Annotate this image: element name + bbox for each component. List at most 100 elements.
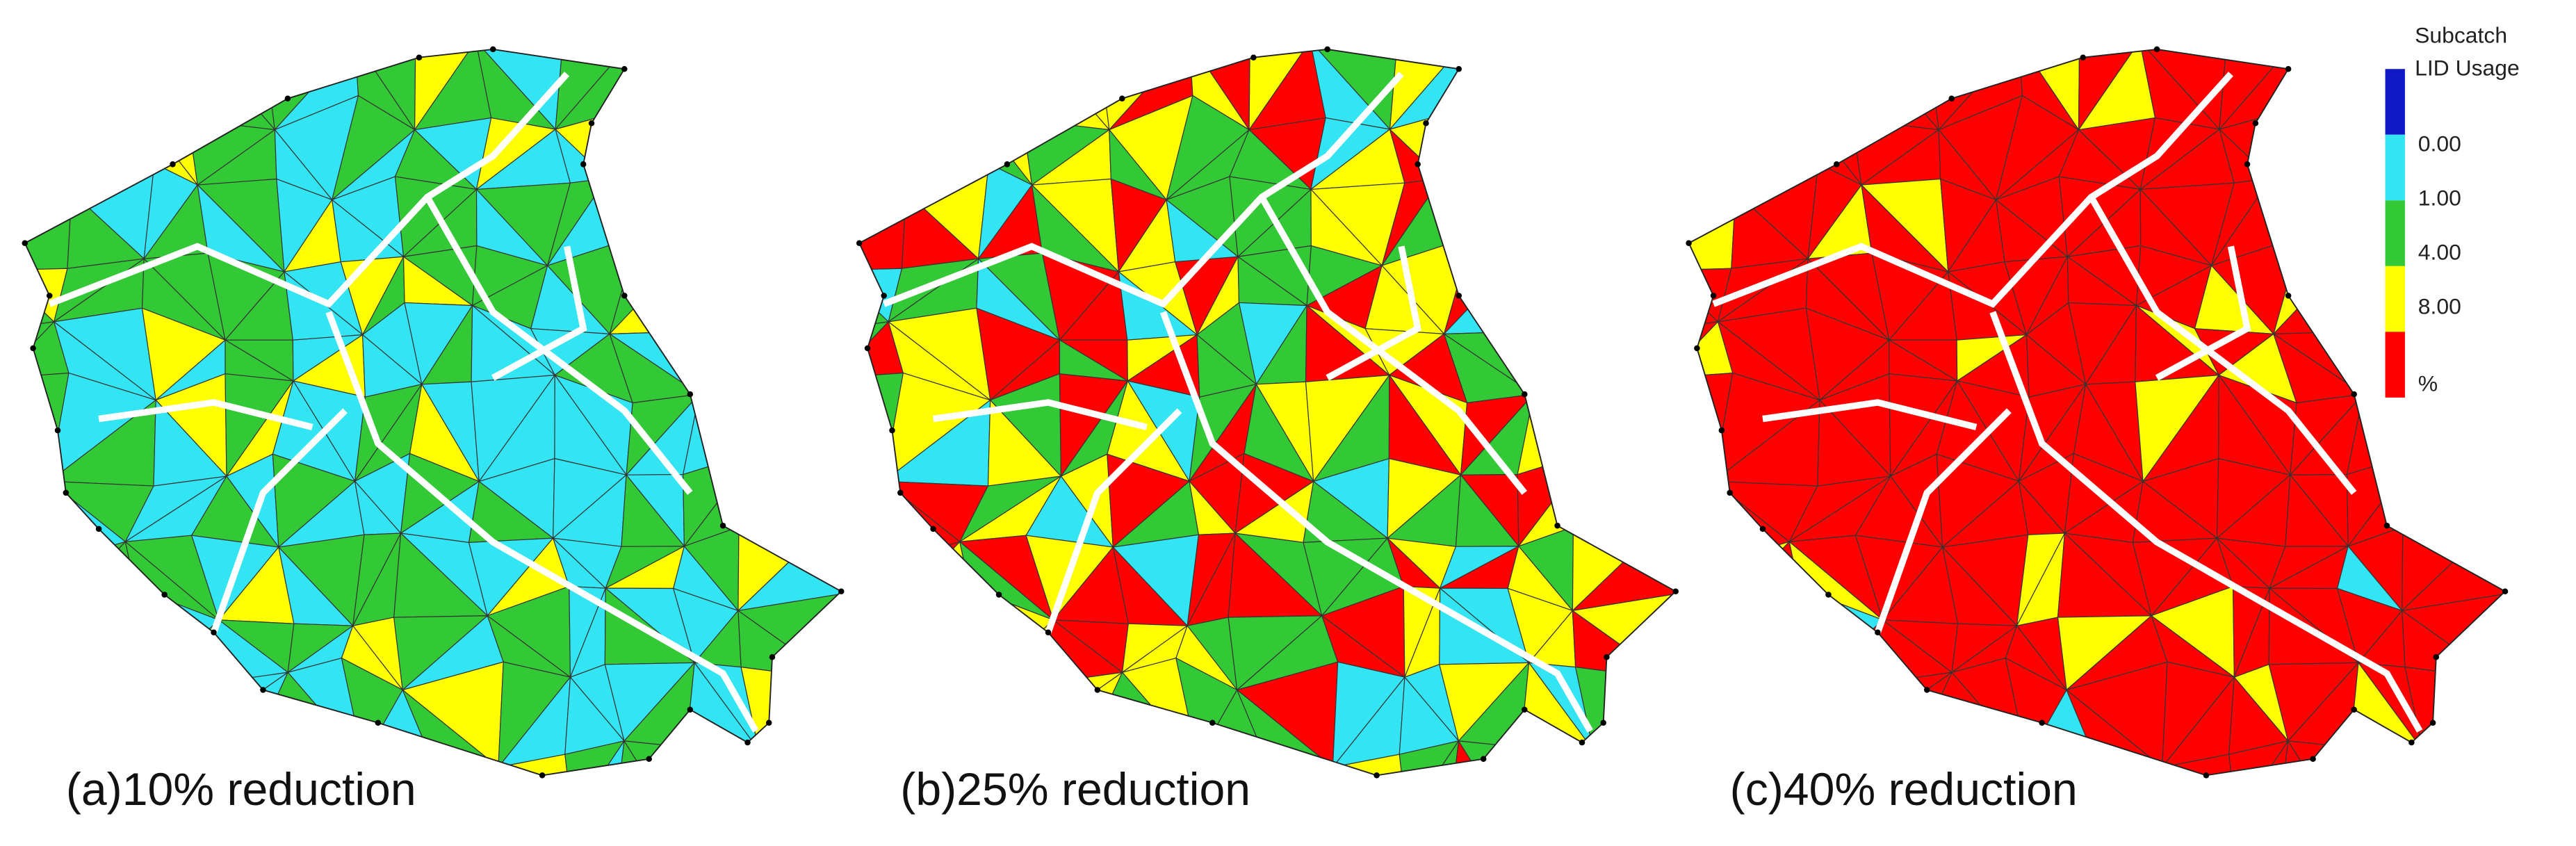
- subcatchment: [859, 596, 894, 665]
- subcatchment: [1586, 749, 1676, 776]
- subcatchment: [1589, 173, 1645, 275]
- subcatchment: [1246, 766, 1338, 776]
- subcatchment: [859, 49, 883, 127]
- subcatchment: [2482, 102, 2506, 172]
- subcatchment: [1711, 49, 1813, 121]
- node: [2244, 161, 2251, 168]
- subcatchment: [1653, 107, 1676, 188]
- subcatchment: [571, 740, 625, 776]
- road: [932, 399, 1148, 430]
- subcatchment: [1710, 49, 1821, 121]
- subcatchment: [1440, 176, 1540, 236]
- subcatchment: [2335, 747, 2424, 776]
- subcatchment: [24, 742, 53, 776]
- subcatchment: [1688, 663, 1741, 745]
- legend-label: 1.00: [2418, 185, 2461, 210]
- legend-swatch: [2385, 266, 2405, 332]
- caption: (b)25% reduction: [900, 764, 1250, 815]
- subcatchment: [751, 49, 821, 110]
- subcatchments: [859, 49, 1676, 776]
- subcatchment: [1537, 174, 1591, 239]
- legend-swatch: [2385, 332, 2405, 398]
- road: [882, 72, 1404, 308]
- node: [2502, 588, 2509, 594]
- subcatchment: [1810, 49, 1864, 121]
- subcatchment: [829, 485, 842, 546]
- subcatchment: [1652, 49, 1676, 110]
- subcatchment: [1721, 106, 1812, 193]
- node: [1423, 120, 1429, 127]
- node: [2351, 391, 2357, 398]
- subcatchment: [57, 541, 136, 614]
- subcatchment: [1399, 740, 1460, 776]
- subcatchment: [605, 106, 684, 180]
- subcatchment: [2473, 273, 2506, 341]
- subcatchment: [24, 49, 49, 127]
- subcatchment: [1654, 485, 1676, 523]
- subcatchment: [51, 697, 137, 745]
- map: (b)25% reduction: [856, 46, 1679, 815]
- subcatchment: [1589, 107, 1665, 188]
- subcatchment: [1581, 237, 1645, 341]
- node: [490, 46, 496, 53]
- node: [864, 345, 871, 352]
- subcatchment: [1688, 596, 1723, 665]
- road: [325, 311, 759, 733]
- subcatchment: [680, 125, 758, 177]
- node: [54, 427, 61, 434]
- subcatchment: [698, 377, 757, 454]
- subcatchment: [1668, 675, 1676, 754]
- subcatchment: [682, 96, 757, 177]
- subcatchment: [859, 190, 907, 271]
- subcatchment: [2472, 170, 2506, 275]
- subcatchment: [755, 451, 831, 524]
- subcatchment: [1688, 539, 1723, 614]
- node: [416, 54, 423, 60]
- subcatchment: [2497, 678, 2506, 755]
- subcatchment: [1590, 451, 1665, 524]
- subcatchment: [1600, 49, 1669, 110]
- subcatchments: [24, 49, 897, 817]
- road: [2155, 245, 2251, 381]
- subcatchment: [859, 372, 904, 483]
- node: [1522, 391, 1528, 398]
- subcatchment: [2415, 749, 2506, 776]
- subcatchment: [818, 49, 842, 110]
- node: [838, 588, 845, 594]
- node: [2153, 46, 2160, 53]
- node: [30, 345, 36, 352]
- subcatchment: [2076, 766, 2167, 776]
- subcatchment: [1581, 318, 1676, 380]
- node: [1209, 719, 1216, 726]
- subcatchment: [1332, 766, 1408, 776]
- node: [1923, 687, 1930, 693]
- subcatchment: [50, 665, 138, 745]
- subcatchment: [703, 174, 757, 239]
- subcatchment: [833, 589, 842, 680]
- subcatchment: [818, 102, 842, 172]
- subcatchment: [859, 480, 885, 543]
- map: (a)10% reduction: [22, 46, 897, 817]
- subcatchment: [2479, 317, 2506, 380]
- node: [2203, 772, 2210, 779]
- subcatchment: [631, 49, 685, 127]
- subcatchment: [1592, 749, 1676, 776]
- subcatchment: [1721, 541, 1800, 614]
- node: [1456, 65, 1462, 72]
- subcatchment: [2421, 749, 2506, 776]
- node: [1948, 95, 1955, 102]
- subcatchment: [755, 174, 830, 276]
- node: [2429, 719, 2436, 726]
- subcatchment: [845, 753, 897, 817]
- subcatchment: [2269, 106, 2348, 180]
- subcatchment: [1721, 612, 1801, 699]
- node: [995, 592, 1002, 598]
- node: [1522, 706, 1528, 713]
- subcatchment: [859, 663, 912, 745]
- subcatchment: [2497, 589, 2506, 680]
- caption: (a)10% reduction: [66, 764, 416, 815]
- subcatchment: [859, 124, 907, 202]
- node: [2039, 719, 2045, 726]
- subcatchment: [605, 176, 705, 236]
- node: [1250, 54, 1257, 60]
